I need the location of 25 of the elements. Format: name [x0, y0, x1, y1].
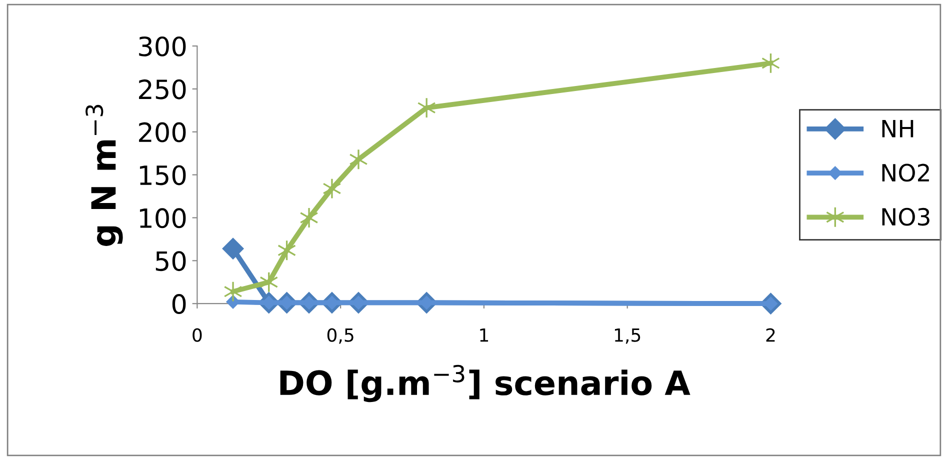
point: [224, 281, 242, 302]
y-tick-label: 300: [139, 36, 186, 56]
y-tick-label: 150: [140, 165, 186, 186]
x-axis-title: DO [g.m$^{−3}$] scenario A: [280, 364, 690, 402]
point: [417, 97, 436, 118]
point: [349, 148, 368, 170]
legend-label: NH: [882, 120, 914, 138]
y-tick-label: 50: [156, 251, 186, 272]
x-tick-label: 2: [766, 328, 775, 342]
x-tick-label: 1,5: [614, 328, 640, 344]
x-tick-label: 1: [480, 328, 488, 342]
y-tick-label: 0: [172, 294, 186, 314]
x-tick-label: 0,5: [327, 328, 354, 344]
point: [300, 207, 318, 228]
point: [322, 178, 342, 200]
y-tick-label: 100: [140, 208, 186, 228]
point: [761, 52, 780, 74]
legend-label: NO3: [882, 208, 930, 226]
legend-label: NO2: [882, 164, 929, 182]
x-tick-label: 0: [192, 328, 202, 342]
y-tick-label: 250: [139, 79, 186, 100]
y-tick-label: 200: [139, 122, 186, 142]
point: [260, 272, 278, 293]
y-axis-title: g N m$^{−3}$: [86, 104, 123, 246]
point: [222, 238, 244, 260]
